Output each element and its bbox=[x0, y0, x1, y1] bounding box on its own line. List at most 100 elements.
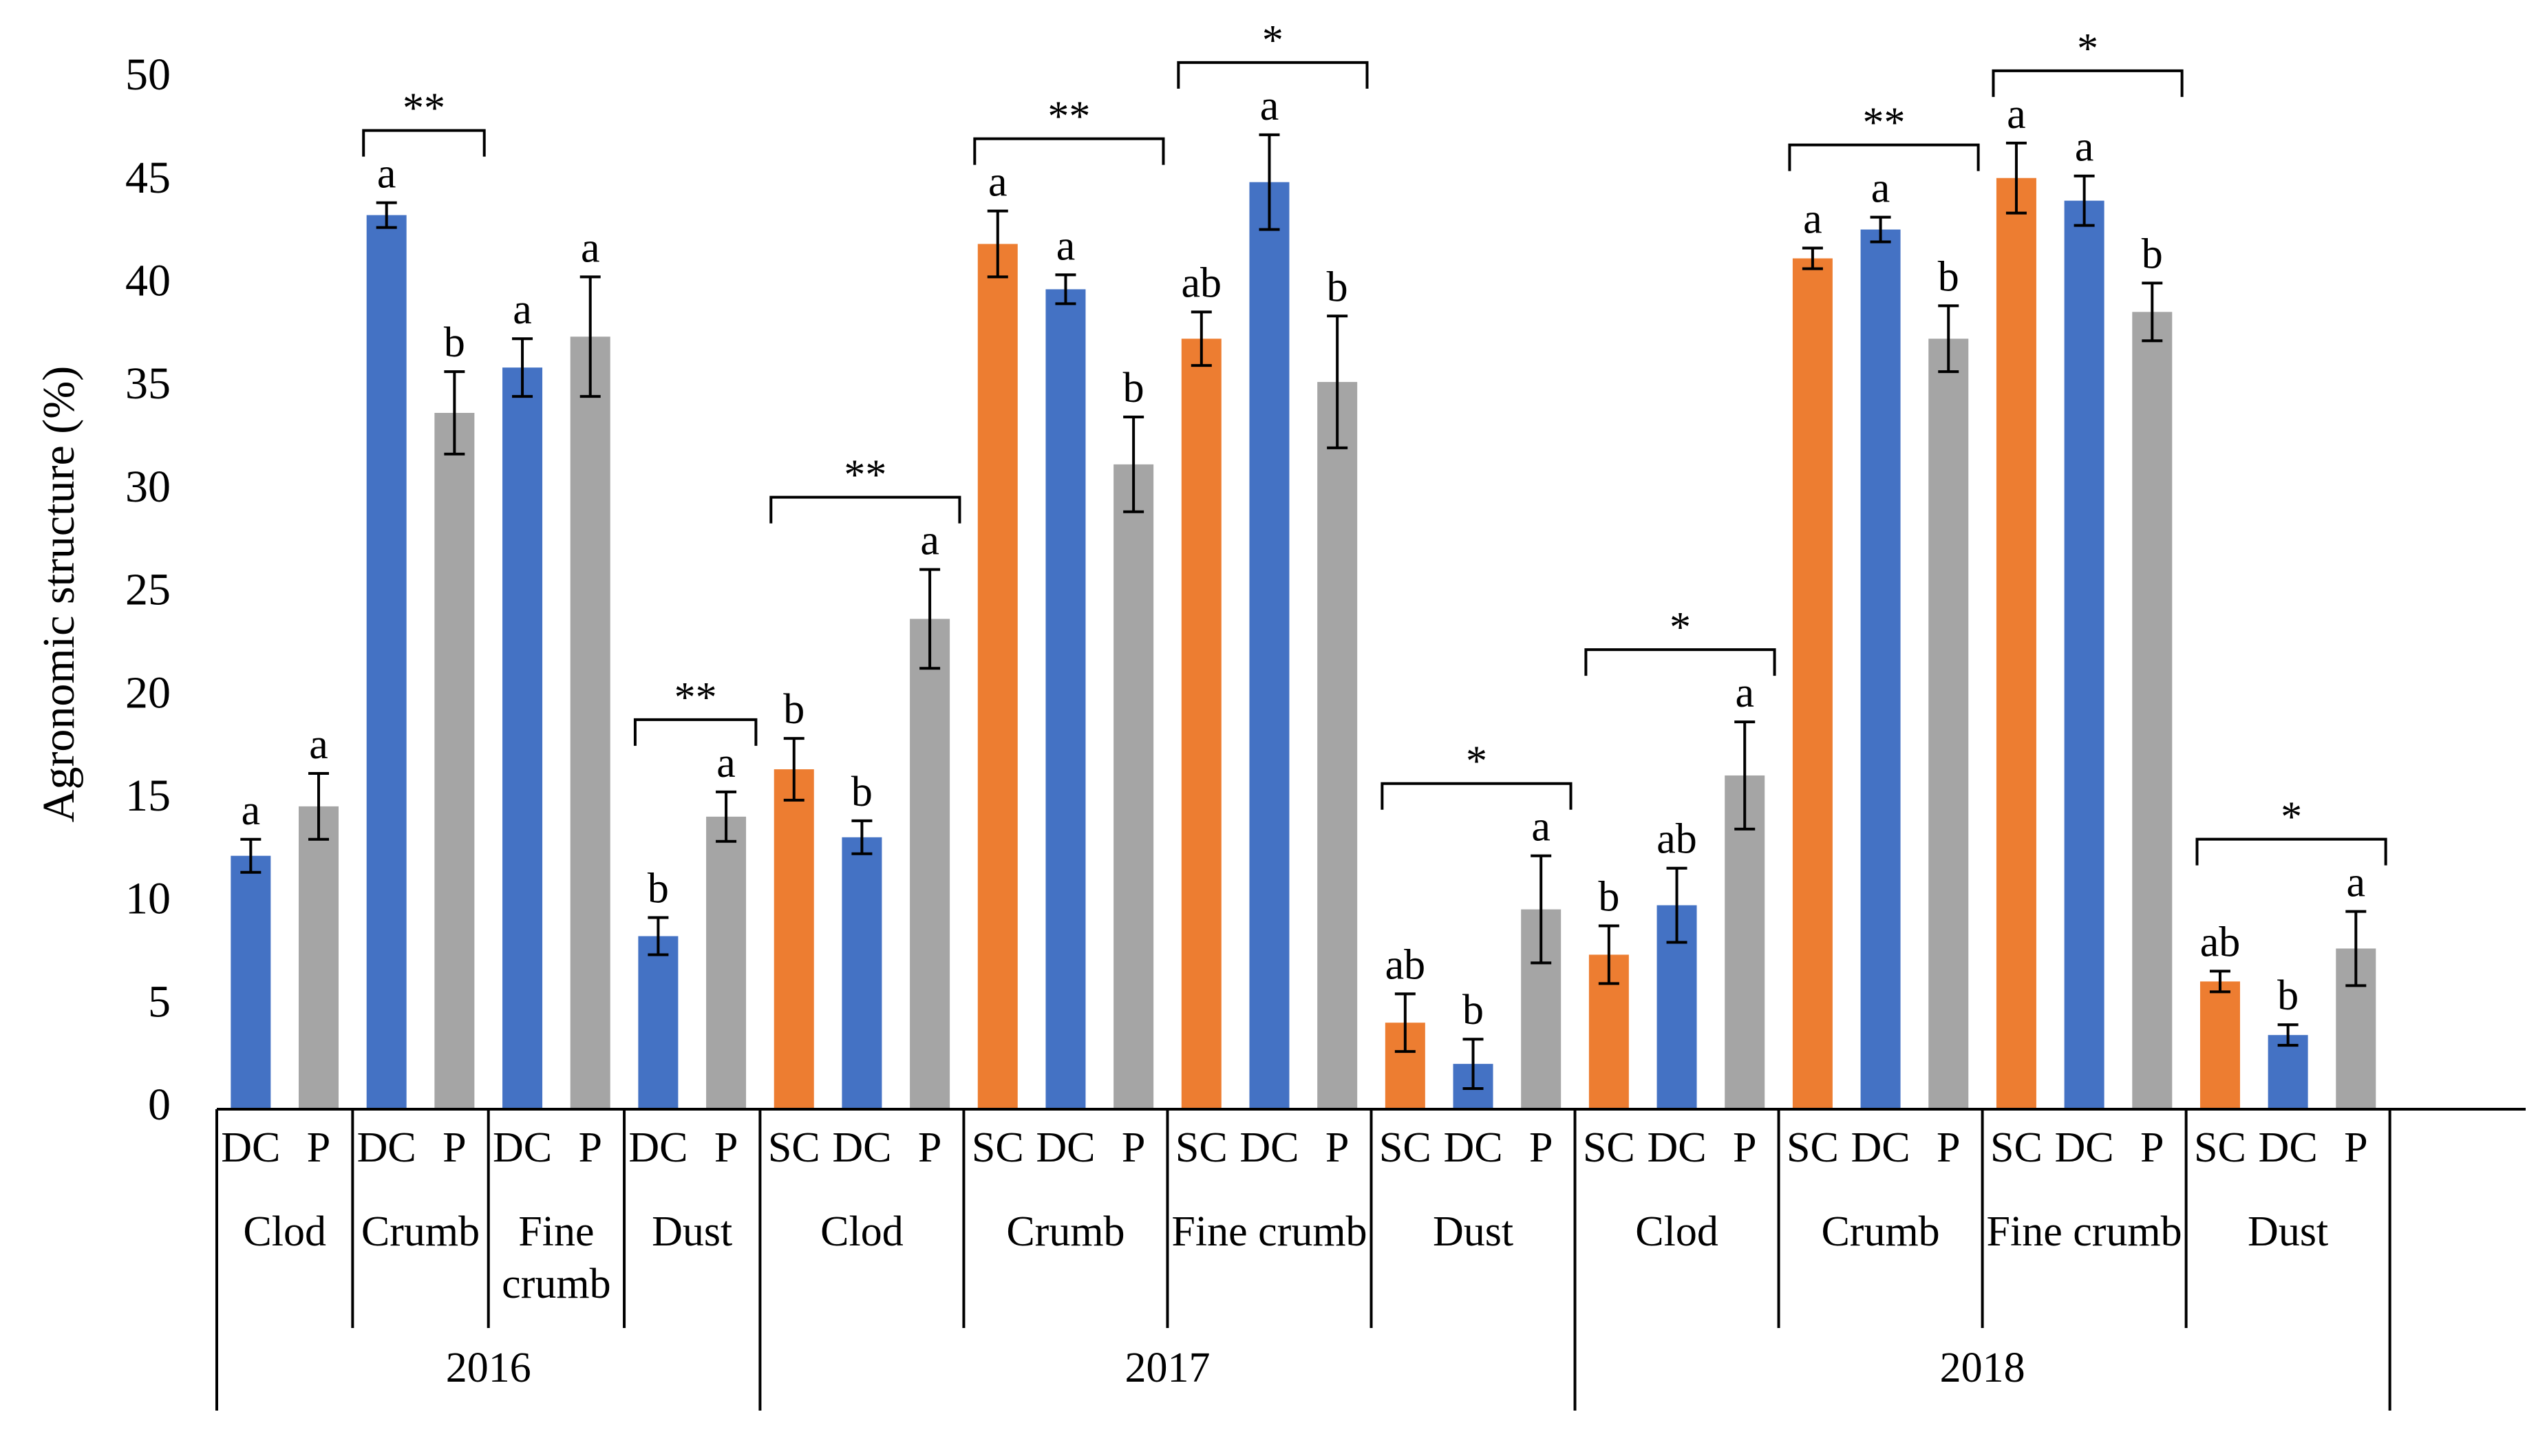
significance-bracket bbox=[1381, 782, 1573, 810]
bar bbox=[1045, 289, 1086, 1110]
x-category-label: P bbox=[307, 1124, 330, 1171]
x-group-label: Crumb bbox=[361, 1208, 480, 1255]
y-tick-label: 30 bbox=[125, 462, 171, 512]
significance-letter: ab bbox=[2200, 919, 2241, 965]
significance-stars: ** bbox=[1863, 100, 1906, 147]
significance-letter: a bbox=[1735, 670, 1754, 716]
y-tick-label: 25 bbox=[125, 565, 171, 615]
x-category-label: P bbox=[2344, 1124, 2367, 1171]
significance-bracket bbox=[1584, 648, 1776, 676]
x-category-label: P bbox=[1325, 1124, 1349, 1171]
x-category-label: SC bbox=[2194, 1124, 2246, 1171]
y-axis-title: Agronomic structure (%) bbox=[34, 366, 84, 822]
x-category-label: SC bbox=[1990, 1124, 2043, 1171]
significance-letter: b bbox=[444, 319, 465, 366]
bar bbox=[1928, 339, 1969, 1109]
x-category-label: P bbox=[2140, 1124, 2164, 1171]
significance-bracket bbox=[1177, 61, 1369, 89]
significance-letter: a bbox=[1531, 804, 1550, 850]
significance-letter: b bbox=[1938, 253, 1959, 300]
bar bbox=[910, 619, 950, 1109]
bar bbox=[1181, 339, 1222, 1109]
bar bbox=[434, 413, 475, 1109]
significance-stars: * bbox=[1670, 604, 1691, 651]
x-year-label: 2016 bbox=[446, 1345, 531, 1391]
y-tick-label: 50 bbox=[125, 50, 171, 100]
significance-bracket bbox=[633, 718, 758, 746]
significance-letter: ab bbox=[1656, 816, 1697, 863]
significance-letter: a bbox=[716, 740, 736, 786]
significance-letter: b bbox=[1462, 987, 1484, 1034]
x-category-label: P bbox=[714, 1124, 738, 1171]
y-tick-label: 45 bbox=[125, 153, 171, 203]
significance-letter: a bbox=[2347, 859, 2366, 906]
significance-letter: b bbox=[851, 769, 873, 815]
x-category-label: DC bbox=[1036, 1124, 1095, 1171]
x-category-label: P bbox=[1529, 1124, 1553, 1171]
x-group-label: Dust bbox=[2248, 1208, 2328, 1255]
x-category-label: DC bbox=[2259, 1124, 2318, 1171]
significance-stars: * bbox=[1262, 17, 1283, 64]
x-axis: DC P Clod DC P Crumb DC P Fine crumb DC P Dust 2016 SC… bbox=[215, 1108, 2526, 1411]
y-tick-label: 15 bbox=[125, 771, 171, 821]
significance-letter: a bbox=[581, 224, 600, 271]
significance-letter: a bbox=[988, 159, 1008, 206]
x-group-label: Fine crumb bbox=[1171, 1208, 1367, 1255]
significance-letter: a bbox=[2075, 124, 2094, 171]
bar bbox=[1113, 464, 1154, 1109]
bar bbox=[2064, 200, 2104, 1109]
x-category-label: P bbox=[1733, 1124, 1756, 1171]
bar bbox=[1317, 382, 1358, 1110]
bar bbox=[570, 336, 610, 1109]
significance-letter: a bbox=[1803, 196, 1822, 243]
x-category-label: SC bbox=[1379, 1124, 1431, 1171]
x-group-label: Crumb bbox=[1821, 1208, 1939, 1255]
x-category-label: DC bbox=[1443, 1124, 1502, 1171]
x-group-label: Fine crumb bbox=[1987, 1208, 2182, 1255]
y-tick-labels: 0 5 10 15 20 25 30 35 40 45 50 bbox=[125, 50, 171, 1130]
x-category-label: P bbox=[1937, 1124, 1960, 1171]
y-tick-label: 10 bbox=[125, 874, 171, 924]
significance-stars: * bbox=[2281, 794, 2302, 841]
significance-letter: a bbox=[377, 151, 396, 197]
bar bbox=[2132, 312, 2173, 1109]
x-category-label: P bbox=[578, 1124, 601, 1171]
bar bbox=[1249, 182, 1290, 1110]
x-category-label: DC bbox=[2055, 1124, 2114, 1171]
x-group-label: Clod bbox=[243, 1208, 326, 1255]
x-year-label: 2018 bbox=[1940, 1345, 2025, 1391]
significance-bracket bbox=[1992, 69, 2184, 97]
x-category-label: P bbox=[443, 1124, 466, 1171]
significance-letter: a bbox=[242, 787, 261, 834]
bar bbox=[1792, 258, 1833, 1109]
significance-letter: b bbox=[1123, 365, 1144, 411]
bar bbox=[638, 936, 679, 1109]
significance-letter: b bbox=[2277, 972, 2299, 1019]
bar bbox=[842, 837, 882, 1109]
significance-letter: a bbox=[2007, 91, 2026, 138]
x-category-label: DC bbox=[1239, 1124, 1299, 1171]
bar bbox=[231, 855, 271, 1109]
bar bbox=[1725, 775, 1765, 1109]
x-category-label: DC bbox=[1647, 1124, 1706, 1171]
y-tick-label: 40 bbox=[125, 256, 171, 306]
significance-letter: a bbox=[309, 721, 328, 768]
significance-letter: ab bbox=[1385, 941, 1426, 988]
x-group-label: Crumb bbox=[1006, 1208, 1125, 1255]
significance-stars: ** bbox=[1047, 94, 1090, 140]
x-group-label: Fine bbox=[518, 1208, 594, 1255]
bar bbox=[2199, 981, 2240, 1109]
x-year-label: 2017 bbox=[1125, 1345, 1210, 1391]
y-tick-label: 35 bbox=[125, 358, 171, 409]
significance-letter: b bbox=[1327, 264, 1348, 310]
x-category-label: SC bbox=[972, 1124, 1024, 1171]
y-tick-label: 0 bbox=[148, 1080, 171, 1130]
bar bbox=[706, 816, 747, 1109]
bar bbox=[299, 806, 339, 1109]
significance-letter: ab bbox=[1182, 259, 1222, 306]
x-category-label: SC bbox=[768, 1124, 820, 1171]
significance-stars: * bbox=[2077, 25, 2098, 72]
bars bbox=[231, 133, 2376, 1110]
bar bbox=[502, 367, 543, 1110]
